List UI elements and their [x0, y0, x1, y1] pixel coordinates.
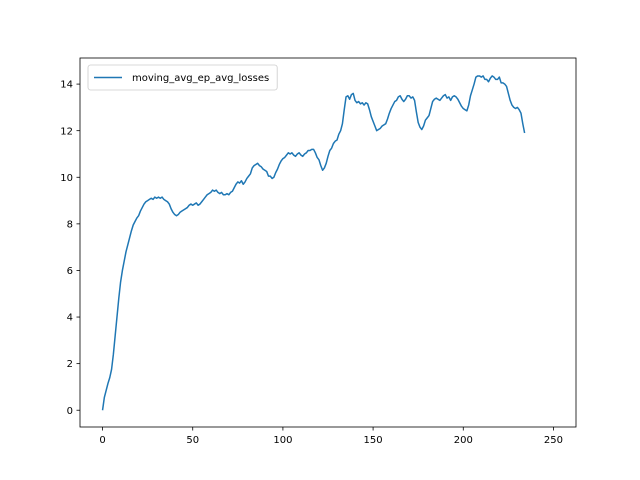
series-line — [101, 75, 526, 411]
x-tick-label: 150 — [364, 435, 383, 446]
y-tick-label: 12 — [60, 126, 73, 137]
x-tick-label: 250 — [544, 435, 563, 446]
x-tick-label: 0 — [99, 435, 105, 446]
y-tick-label: 2 — [67, 359, 73, 370]
x-tick-label: 200 — [454, 435, 473, 446]
y-axis: 0 2 4 6 8 10 12 14 — [60, 80, 80, 417]
y-tick-label: 6 — [67, 266, 73, 277]
x-tick-label: 100 — [273, 435, 292, 446]
y-tick-label: 8 — [67, 219, 73, 230]
legend-box — [87, 64, 278, 91]
y-tick-label: 14 — [60, 80, 73, 91]
axes-frame — [79, 57, 577, 428]
x-tick-label: 50 — [186, 435, 199, 446]
series-layer — [101, 75, 526, 411]
x-axis: 0 50 100 150 200 250 — [99, 427, 563, 446]
y-tick-label: 10 — [60, 173, 73, 184]
legend-label: moving_avg_ep_avg_losses — [132, 73, 269, 84]
y-tick-label: 0 — [67, 406, 73, 417]
y-tick-label: 4 — [67, 313, 73, 324]
legend: moving_avg_ep_avg_losses — [87, 64, 278, 91]
